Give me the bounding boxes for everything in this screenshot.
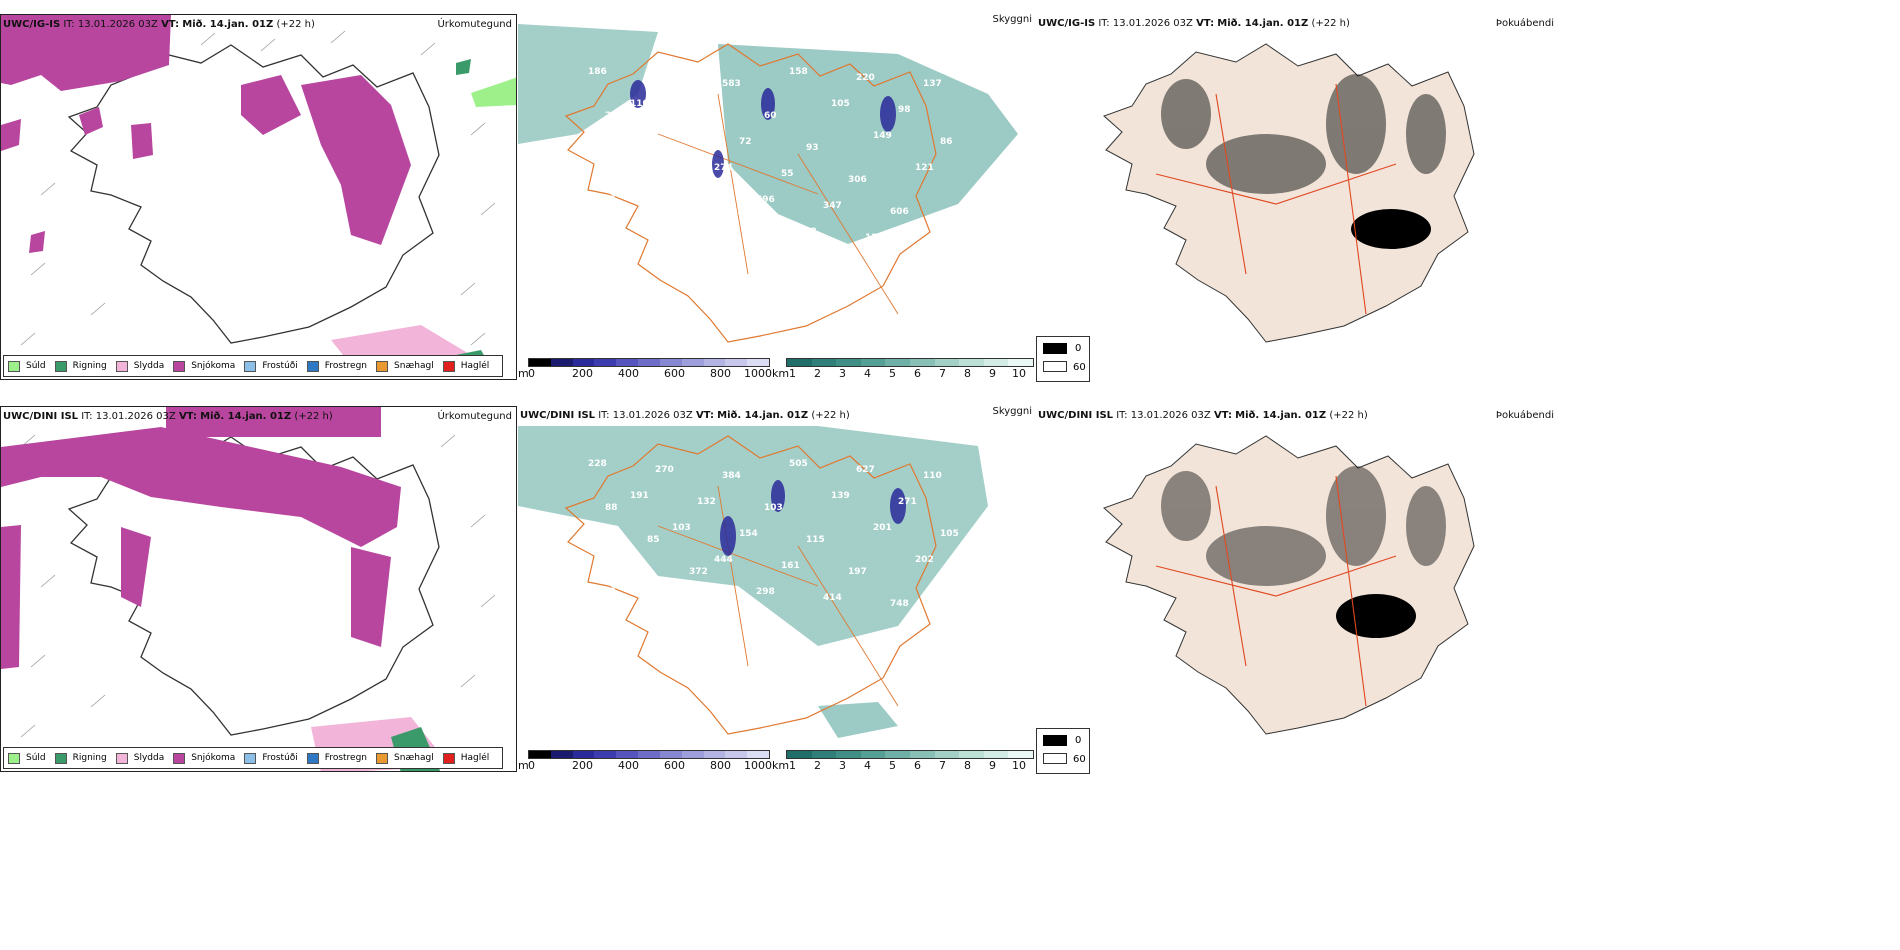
precip-type-panel-2: UWC/DINI ISL IT: 13.01.2026 03Z VT: Mið.… <box>0 406 517 772</box>
cloudbase-label: 748 <box>890 599 909 609</box>
cloudbase-label: 86 <box>940 137 953 147</box>
cloudbase-label: 50 <box>697 105 710 115</box>
cloudbase-label: 103 <box>597 587 616 597</box>
cloudbase-label: 115 <box>806 535 825 545</box>
visibility-map-2: 228 270 384 505 627 110 191 132 103 139 271 88 103 15… <box>518 426 988 738</box>
cloudbase-label: 198 <box>664 201 683 211</box>
cloudbase-label: 158 <box>789 67 808 77</box>
fog-panel-1: UWC/IG-IS IT: 13.01.2026 03Z VT: Mið. 14… <box>1036 14 1560 380</box>
cloudbase-label: 414 <box>823 593 842 603</box>
cloudbase-label: 115 <box>932 239 951 249</box>
cloudbase-label: 132 <box>697 497 716 507</box>
visibility-panel-title-2: Skyggni <box>992 406 1032 417</box>
cloudbase-label: 444 <box>714 555 733 565</box>
fog-legend-2: 0 60 <box>1036 728 1090 774</box>
cloudbase-label: 596 <box>756 195 775 205</box>
cloudbase-label: 270 <box>655 465 674 475</box>
cloudbase-label: 290 <box>731 207 750 217</box>
cloudbase-colorbar-1: m 0 200 400 600 800 1000 <box>518 358 772 380</box>
panel-header-fog-2: UWC/DINI ISL IT: 13.01.2026 03Z VT: Mið.… <box>1038 410 1368 421</box>
cloudbase-label: 740 <box>689 175 708 185</box>
panel-header-2: UWC/DINI ISL IT: 13.01.2026 03Z VT: Mið.… <box>3 411 333 422</box>
cloudbase-label: 149 <box>873 131 892 141</box>
cloudbase-label: 161 <box>781 561 800 571</box>
cloudbase-label: 93 <box>806 143 819 153</box>
cloudbase-label: 103 <box>764 503 783 513</box>
cloudbase-label: 298 <box>756 587 775 597</box>
cloudbase-label: 159 <box>655 73 674 83</box>
fog-panel-title-2: Þokuábendi <box>1495 410 1554 421</box>
fog-panel-2: UWC/DINI ISL IT: 13.01.2026 03Z VT: Mið.… <box>1036 406 1560 772</box>
visibility-panel-title-1: Skyggni <box>992 14 1032 25</box>
cloudbase-label: 505 <box>789 459 808 469</box>
cloudbase-label: 72 <box>739 137 752 147</box>
cloudbase-label: 139 <box>831 491 850 501</box>
cloudbase-label: 55 <box>781 169 794 179</box>
fog-panel-title-1: Þokuábendi <box>1495 18 1554 29</box>
cloudbase-label: 627 <box>856 465 875 475</box>
precip-panel-title-2: Úrkomutegund <box>437 411 512 422</box>
precip-legend-1: Súld Rigning Slydda Snjókoma Frostúði Fr… <box>3 355 504 377</box>
cloudbase-label: 154 <box>739 529 758 539</box>
visibility-panel-1: 186 159 583 158 220 137 110 50 60 105 98 257 118 72 93… <box>518 14 1036 380</box>
panel-header-vis-2: UWC/DINI ISL IT: 13.01.2026 03Z VT: Mið.… <box>520 410 850 421</box>
cloudbase-label: 306 <box>848 175 867 185</box>
cloudbase-label: 121 <box>915 163 934 173</box>
visibility-map-1: 186 159 583 158 220 137 110 50 60 105 98 257 118 72 93… <box>518 24 1018 343</box>
cloudbase-label: 191 <box>630 491 649 501</box>
cloudbase-label: 88 <box>605 503 618 513</box>
cloudbase-label: 117 <box>622 561 641 571</box>
cloudbase-label: 228 <box>588 459 607 469</box>
cloudbase-label: 606 <box>890 207 909 217</box>
precip-type-panel-1: UWC/IG-IS IT: 13.01.2026 03Z VT: Mið. 14… <box>0 14 517 380</box>
cloudbase-label: 98 <box>898 105 911 115</box>
panel-header-1: UWC/IG-IS IT: 13.01.2026 03Z VT: Mið. 14… <box>3 19 315 30</box>
cloudbase-label: 583 <box>722 79 741 89</box>
cloudbase-label: 535 <box>597 195 616 205</box>
fog-map-1 <box>1103 43 1475 343</box>
fog-legend-1: 0 60 <box>1036 336 1090 382</box>
precip-type-map-1 <box>1 15 516 377</box>
cloudbase-label: 118 <box>672 131 691 141</box>
cloudbase-label: 384 <box>722 471 741 481</box>
precip-legend-2: Súld Rigning Slydda Snjókoma Frostúði Fr… <box>3 747 504 769</box>
cloudbase-label: 110 <box>923 471 942 481</box>
cloudbase-label: 105 <box>940 529 959 539</box>
precip-panel-title-1: Úrkomutegund <box>437 19 512 30</box>
cloudbase-label: 257 <box>605 111 624 121</box>
cloudbase-label: 60 <box>764 111 777 121</box>
cloudbase-colorbar-2: m 0 200 400 600 800 1000 <box>518 750 772 772</box>
cloudbase-label: 372 <box>689 567 708 577</box>
cloudbase-label: 124 <box>865 233 884 243</box>
fog-map-2 <box>1103 435 1475 735</box>
cloudbase-label: 103 <box>672 523 691 533</box>
cloudbase-label: 347 <box>823 201 842 211</box>
cloudbase-label: 271 <box>898 497 917 507</box>
cloudbase-label: 97 <box>647 143 660 153</box>
cloudbase-label: 274 <box>714 163 733 173</box>
visibility-colorbar-1: km 1 2 3 4 5 6 7 8 9 10 <box>772 358 1034 380</box>
cloudbase-label: 186 <box>588 67 607 77</box>
cloudbase-label: 298 <box>622 169 641 179</box>
panel-header-fog-1: UWC/IG-IS IT: 13.01.2026 03Z VT: Mið. 14… <box>1038 18 1350 29</box>
precip-type-map-2 <box>1 407 496 771</box>
visibility-colorbar-2: km 1 2 3 4 5 6 7 8 9 10 <box>772 750 1034 772</box>
cloudbase-label: 202 <box>915 555 934 565</box>
cloudbase-label: 220 <box>856 73 875 83</box>
cloudbase-label: 423 <box>798 227 817 237</box>
cloudbase-label: 85 <box>647 535 660 545</box>
cloudbase-label: 110 <box>630 99 649 109</box>
cloudbase-label: 105 <box>831 99 850 109</box>
cloudbase-label: 201 <box>873 523 892 533</box>
cloudbase-label: 137 <box>923 79 942 89</box>
visibility-panel-2: 228 270 384 505 627 110 191 132 103 139 271 88 103 15… <box>518 406 1036 772</box>
cloudbase-label: 197 <box>848 567 867 577</box>
